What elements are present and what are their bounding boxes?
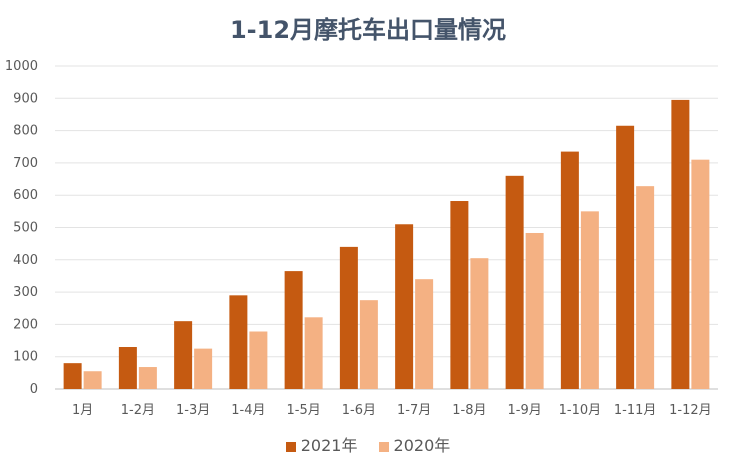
bar-2021 [560,151,579,389]
bar-2021 [63,363,82,389]
chart-title: 1-12月摩托车出口量情况 [229,16,507,44]
bar-2021 [174,321,193,389]
bar-2020 [525,232,544,389]
x-tick-label: 1-2月 [121,403,155,418]
bar-2020 [304,317,323,389]
gridlines [55,65,718,390]
y-tick-label: 900 [13,91,38,106]
bar-2020 [359,300,378,389]
bar-2021 [118,347,137,389]
bar-2020 [249,331,268,389]
bar-2021 [395,224,414,389]
bar-2020 [580,211,599,389]
bar-2021 [671,99,690,389]
bar-2020 [415,279,434,389]
y-tick-label: 0 [30,382,38,397]
legend-swatch-2021 [285,441,296,452]
bar-2021 [616,125,635,389]
x-tick-label: 1-6月 [342,403,376,418]
legend: 2021年 2020年 [0,432,736,456]
y-tick-label: 300 [13,285,38,300]
bars [63,99,710,389]
x-axis-ticks: 1月 1-2月 1-3月 1-4月 1-5月 1-6月 1-7月 1-8月 1-9月 1-10月 1… [72,403,712,418]
x-tick-label: 1-7月 [397,403,431,418]
y-tick-label: 700 [13,156,38,171]
bar-2020 [138,367,157,389]
x-tick-label: 1-11月 [614,403,657,418]
y-tick-label: 1000 [5,59,38,74]
x-tick-label: 1-10月 [559,403,602,418]
bar-2020 [691,159,710,389]
y-tick-label: 100 [13,350,38,365]
bar-2020 [194,348,213,389]
legend-item-2021: 2021年 [285,432,358,456]
legend-label-2020: 2020年 [393,436,451,455]
x-tick-label: 1-12月 [669,403,712,418]
bar-2020 [83,371,102,389]
x-tick-label: 1-4月 [231,403,265,418]
legend-label-2021: 2021年 [300,436,358,455]
bar-2020 [470,258,489,389]
x-tick-label: 1-5月 [287,403,321,418]
y-axis-ticks: 0 100 200 300 400 500 600 700 800 900 1000 [5,59,38,397]
x-tick-label: 1月 [72,403,93,418]
x-tick-label: 1-8月 [452,403,486,418]
bar-2021 [229,295,248,389]
bar-2021 [505,175,524,389]
legend-swatch-2020 [378,441,389,452]
bar-2021 [284,271,303,389]
y-tick-label: 800 [13,124,38,139]
bar-2021 [339,246,358,389]
y-tick-label: 500 [13,221,38,236]
legend-item-2020: 2020年 [378,432,451,456]
bar-2021 [450,201,469,389]
y-tick-label: 600 [13,188,38,203]
bar-2020 [636,186,655,389]
x-tick-label: 1-3月 [176,403,210,418]
x-tick-label: 1-9月 [508,403,542,418]
y-tick-label: 400 [13,253,38,268]
y-tick-label: 200 [13,317,38,332]
